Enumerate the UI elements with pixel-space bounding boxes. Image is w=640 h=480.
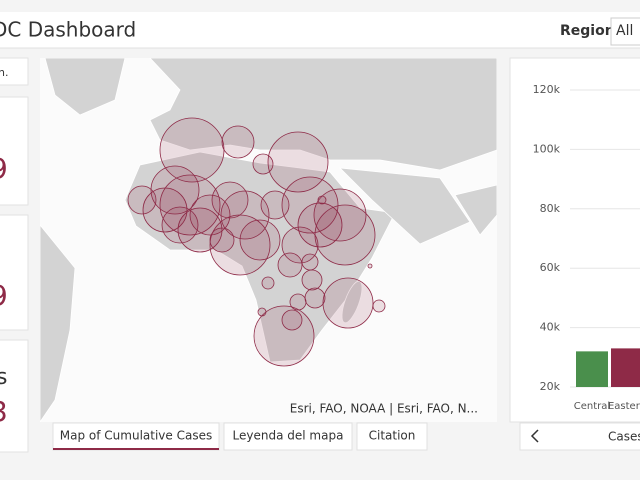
case-bubble [189, 194, 231, 236]
case-bubble [159, 174, 221, 236]
case-bubble [220, 190, 270, 240]
card-value: 9 [0, 152, 8, 185]
card-value: 9 [0, 279, 8, 312]
land [40, 58, 497, 422]
y-tick-label: 20k [540, 380, 561, 393]
case-bubble [161, 206, 199, 244]
y-tick-label: 60k [540, 261, 561, 274]
region-dropdown[interactable] [610, 17, 640, 46]
case-bubble [127, 185, 157, 215]
case-bubble [277, 252, 303, 278]
case-bubble [177, 207, 223, 253]
case-bubble [301, 269, 323, 291]
card-text: s [0, 365, 7, 390]
tab-label[interactable]: Map of Cumulative Cases [60, 429, 212, 443]
case-bubble [211, 181, 249, 219]
card [0, 214, 29, 331]
dashboard-title: DC Dashboard [0, 18, 136, 42]
case-bubble [281, 309, 303, 331]
case-bubbles [127, 117, 386, 367]
chart-tab-bar [519, 422, 640, 451]
card [0, 57, 29, 86]
y-tick-label: 80k [540, 202, 561, 215]
case-bubble [304, 287, 326, 309]
map-attribution: Esri, FAO, NOAA | Esri, FAO, N... [290, 402, 478, 416]
case-bubble [301, 253, 319, 271]
card [0, 96, 29, 206]
card-value: 3 [0, 395, 8, 428]
case-bubble [209, 214, 271, 276]
case-bubble [253, 305, 315, 367]
case-bubble [260, 190, 290, 220]
bar [611, 348, 640, 387]
case-bubble [297, 202, 343, 248]
region-value[interactable]: All [616, 23, 633, 39]
y-tick-label: 100k [533, 142, 561, 155]
left-panel: n. 9 9 s 3 [0, 57, 29, 453]
tab[interactable] [356, 422, 428, 451]
tab-label[interactable]: Leyenda del mapa [233, 429, 344, 443]
tab-label[interactable]: Citation [369, 429, 416, 443]
header-bar [0, 12, 640, 48]
case-bubble [221, 125, 255, 159]
tab-label[interactable]: Cases [608, 430, 640, 444]
case-bubble [289, 293, 307, 311]
case-bubble [239, 219, 281, 261]
tab-bar: Map of Cumulative Cases Leyenda del mapa… [52, 422, 428, 451]
case-bubble [317, 195, 327, 205]
case-bubble [261, 276, 275, 290]
card-text: n. [0, 66, 8, 79]
bar-chart: 20k 40k 60k 80k 100k 120k CentralEastern [533, 83, 640, 412]
x-tick-label: Eastern [608, 401, 640, 412]
y-tick-label: 120k [533, 83, 561, 96]
y-tick-label: 40k [540, 321, 561, 334]
case-bubble [322, 277, 374, 329]
tab[interactable] [223, 422, 353, 451]
x-tick-label: Central [574, 401, 610, 412]
card [0, 339, 29, 453]
region-label: Region [560, 23, 615, 39]
prev-arrow[interactable] [530, 429, 539, 443]
case-bubble [209, 227, 235, 253]
case-bubble [367, 263, 373, 269]
case-bubble [372, 299, 386, 313]
map[interactable]: Esri, FAO, NOAA | Esri, FAO, N... [40, 58, 497, 422]
bar [576, 351, 608, 387]
